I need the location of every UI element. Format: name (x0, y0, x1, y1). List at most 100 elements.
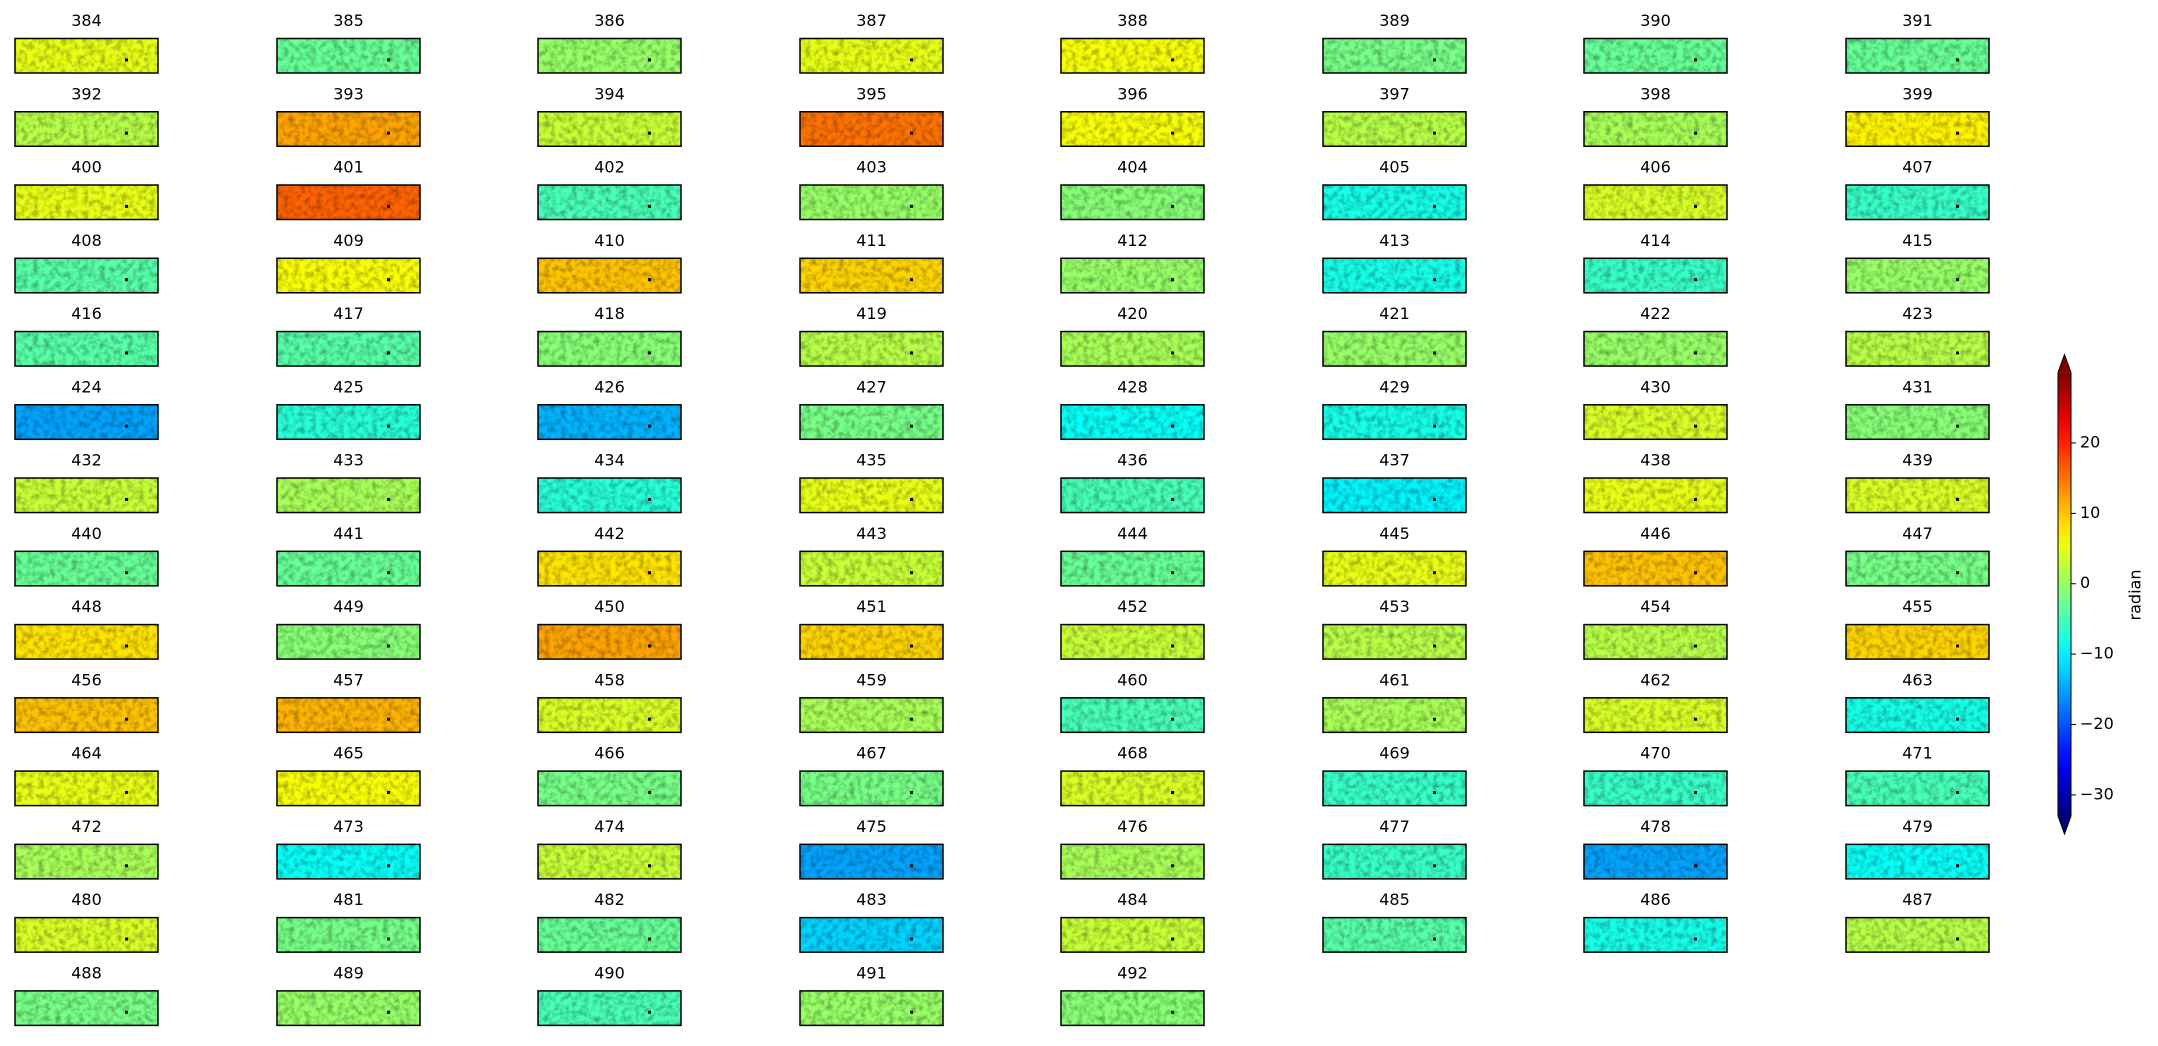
panel-title: 419 (856, 304, 887, 323)
panel-frame (1322, 257, 1467, 294)
panel-title: 492 (1117, 963, 1148, 982)
panel-marker (1433, 937, 1437, 941)
panel-texture (1846, 697, 1989, 733)
panel-marker (648, 58, 652, 62)
panel-marker (1171, 204, 1175, 208)
panel-marker (1694, 58, 1698, 62)
panel-marker (1171, 131, 1175, 135)
panel-title: 399 (1902, 84, 1933, 103)
panel-texture (800, 624, 943, 660)
panel-marker (1956, 790, 1960, 794)
panel-texture (538, 331, 681, 367)
panel-title: 448 (71, 597, 102, 616)
panel-frame (1583, 111, 1728, 148)
panel-marker (1694, 497, 1698, 501)
panel-marker (1171, 644, 1175, 648)
panel-frame (1583, 623, 1728, 660)
panel-marker (387, 937, 391, 941)
panel-texture (1584, 258, 1727, 293)
panel-frame (276, 257, 421, 294)
panel-texture (1061, 697, 1204, 733)
panel-marker (1171, 351, 1175, 355)
panel-title: 423 (1902, 304, 1933, 323)
panel-frame (276, 330, 421, 367)
panel-title: 437 (1379, 451, 1410, 470)
panel-texture (800, 111, 943, 147)
panel-texture (1584, 404, 1727, 440)
panel-marker (1694, 351, 1698, 355)
panel-marker (125, 424, 129, 428)
panel-title: 447 (1902, 524, 1933, 543)
panel-frame (276, 37, 421, 74)
panel-marker (1956, 864, 1960, 868)
panel-frame (1845, 477, 1990, 514)
panel-marker (1171, 937, 1175, 941)
panel-marker (648, 278, 652, 282)
panel-texture (1323, 111, 1466, 147)
panel-frame (537, 990, 682, 1027)
panel-title: 456 (71, 670, 102, 689)
panel-texture (538, 917, 681, 953)
panel-frame (14, 990, 159, 1027)
panel-title: 490 (594, 963, 625, 982)
panel-texture (800, 331, 943, 367)
panel-marker (387, 717, 391, 721)
panel-texture (1061, 478, 1204, 513)
panel-marker (1433, 790, 1437, 794)
panel-title: 408 (71, 231, 102, 250)
panel-frame (1060, 770, 1205, 807)
panel-marker (910, 278, 914, 282)
panel-title: 412 (1117, 231, 1148, 250)
panel-frame (1845, 770, 1990, 807)
panel-title: 415 (1902, 231, 1933, 250)
panel-title: 479 (1902, 817, 1933, 836)
panel-title: 430 (1640, 377, 1671, 396)
panel-texture (1323, 404, 1466, 440)
panel-title: 457 (333, 670, 364, 689)
panel-frame (14, 843, 159, 880)
panel-frame (799, 477, 944, 514)
panel-title: 454 (1640, 597, 1671, 616)
panel-title: 436 (1117, 451, 1148, 470)
panel-title: 428 (1117, 377, 1148, 396)
panel-title: 413 (1379, 231, 1410, 250)
panel-title: 475 (856, 817, 887, 836)
panel-frame (537, 550, 682, 587)
panel-texture (800, 697, 943, 733)
panel-marker (1956, 204, 1960, 208)
panel-frame (799, 330, 944, 367)
panel-marker (648, 644, 652, 648)
panel-title: 389 (1379, 11, 1410, 30)
panel-title: 427 (856, 377, 887, 396)
panel-frame (1322, 770, 1467, 807)
panel-title: 433 (333, 451, 364, 470)
panel-marker (387, 131, 391, 135)
panel-frame (1060, 404, 1205, 441)
panel-frame (1060, 697, 1205, 734)
panel-frame (537, 623, 682, 660)
panel-marker (1433, 717, 1437, 721)
panel-marker (1956, 58, 1960, 62)
panel-marker (910, 644, 914, 648)
panel-marker (910, 571, 914, 575)
panel-frame (799, 257, 944, 294)
panel-frame (1845, 697, 1990, 734)
panel-frame (537, 257, 682, 294)
panel-title: 438 (1640, 451, 1671, 470)
panel-title: 417 (333, 304, 364, 323)
panel-marker (1694, 571, 1698, 575)
colorbar-tick-label: −30 (2080, 784, 2114, 803)
panel-texture (277, 404, 420, 440)
panel-texture (1846, 478, 1989, 513)
panel-frame (276, 184, 421, 221)
panel-frame (1583, 330, 1728, 367)
panel-frame (1845, 330, 1990, 367)
panel-texture (1584, 624, 1727, 660)
panel-marker (1171, 424, 1175, 428)
panel-title: 391 (1902, 11, 1933, 30)
panel-marker (125, 937, 129, 941)
panel-frame (276, 623, 421, 660)
panel-marker (1433, 58, 1437, 62)
